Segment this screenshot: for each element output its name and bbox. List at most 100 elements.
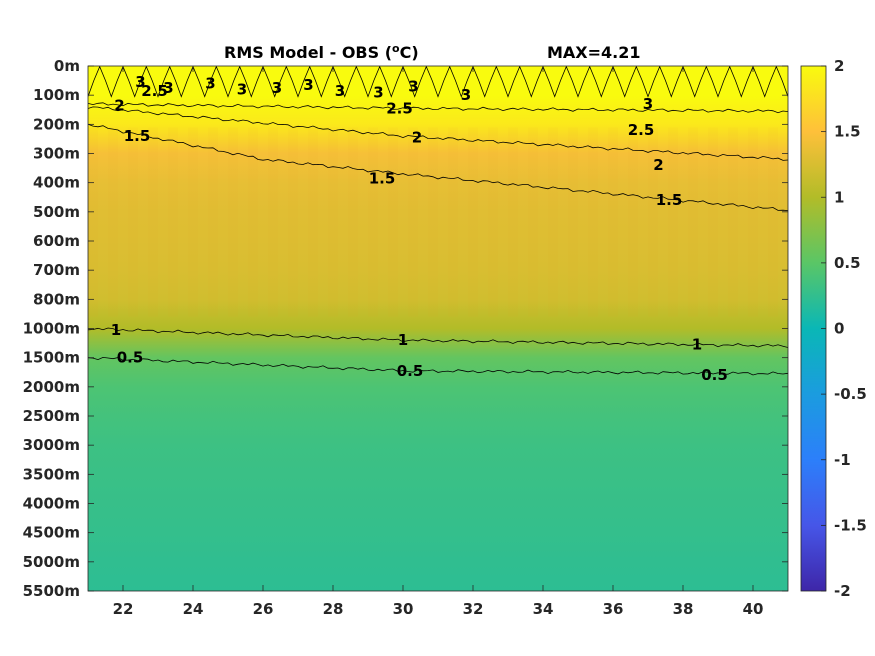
colorbar-tick-label: 0.5 [834, 254, 861, 272]
y-axis: 0m 100m 200m 300m 400m 500m 600m 700m 800m 1000m 1… [23, 57, 788, 600]
colorbar-tick-label: 1 [834, 188, 844, 206]
contour-label: 0.5 [701, 366, 728, 384]
field-stripe [168, 127, 178, 317]
contour-line-2 [88, 106, 788, 161]
field-stripe [488, 127, 498, 317]
colorbar: 2 1.5 1 0.5 0 -0.5 -1 -1.5 -2 [800, 57, 867, 600]
field-stripe [288, 127, 298, 317]
y-tick-label: 700m [33, 261, 80, 279]
contour-line-1 [88, 327, 788, 348]
x-tick-label: 38 [673, 600, 694, 618]
contour-label: 3 [461, 86, 471, 104]
field-stripe [148, 127, 158, 317]
field-stripe [648, 127, 658, 317]
y-tick-label: 200m [33, 115, 80, 133]
colorbar-ticks: 2 1.5 1 0.5 0 -0.5 -1 -1.5 -2 [821, 57, 867, 600]
contour-lines [88, 66, 788, 376]
contour-label: 2 [412, 128, 422, 146]
field-stripe [408, 127, 418, 317]
contour-label: 0.5 [397, 362, 424, 380]
field-stripe [328, 127, 338, 317]
field-stripe [768, 127, 778, 317]
y-tick-label: 4000m [23, 495, 80, 513]
field-stripe [628, 127, 638, 317]
colorbar-tick-label: -0.5 [834, 385, 867, 403]
contour-label: 3 [237, 80, 247, 98]
field-stripe [428, 127, 438, 317]
y-tick-label: 500m [33, 203, 80, 221]
contour-label: 0.5 [117, 349, 144, 367]
contour-label: 1.5 [124, 127, 151, 145]
field-stripe [108, 127, 118, 317]
contour-label: 3 [408, 77, 418, 95]
field-stripe [448, 127, 458, 317]
field-stripe [248, 127, 258, 317]
contour-label: 2 [653, 156, 663, 174]
chart-title-unit-sup: o [392, 42, 400, 55]
colorbar-tick-label: 2 [834, 57, 844, 75]
contour-label: 1.5 [369, 169, 396, 187]
colorbar-tick-label: -1 [834, 451, 851, 469]
field-stripe [228, 127, 238, 317]
field-stripe [88, 127, 98, 317]
x-tick-label: 28 [323, 600, 344, 618]
contour-label: 3 [135, 73, 145, 91]
y-tick-label: 2000m [23, 378, 80, 396]
colorbar-tick-label: -2 [834, 582, 851, 600]
field-stripe [368, 127, 378, 317]
y-tick-label: 400m [33, 174, 80, 192]
x-tick-label: 36 [603, 600, 624, 618]
y-tick-label: 1000m [23, 320, 80, 338]
field-stripe [568, 127, 578, 317]
contour-label: 3 [272, 79, 282, 97]
contour-label: 1 [692, 336, 702, 354]
field-texture [88, 127, 778, 317]
field-stripe [748, 127, 758, 317]
y-tick-label: 2500m [23, 407, 80, 425]
field-stripe [188, 127, 198, 317]
y-tick-label: 800m [33, 290, 80, 308]
contour-line-1.5 [88, 123, 788, 211]
y-tick-label: 100m [33, 86, 80, 104]
x-tick-label: 32 [463, 600, 484, 618]
field-stripe [208, 127, 218, 317]
field-stripe [608, 127, 618, 317]
y-tick-label: 5500m [23, 582, 80, 600]
contour-line-2.5 [88, 102, 788, 114]
contour-label: 3 [373, 83, 383, 101]
y-tick-label: 3500m [23, 465, 80, 483]
field-stripe [728, 127, 738, 317]
y-tick-label: 600m [33, 232, 80, 250]
field-stripe [348, 127, 358, 317]
field-stripe [708, 127, 718, 317]
chart-title-main: RMS Model - OBS ( [224, 43, 392, 62]
field-stripe [528, 127, 538, 317]
contour-label: 2.5 [141, 82, 168, 100]
y-tick-label: 1500m [23, 349, 80, 367]
x-tick-label: 24 [183, 600, 204, 618]
contour-label: 3 [303, 76, 313, 94]
y-tick-label: 300m [33, 145, 80, 163]
field-stripe [128, 127, 138, 317]
contour-label: 3 [335, 82, 345, 100]
contour-label: 3 [205, 75, 215, 93]
contour-label: 2.5 [628, 121, 655, 139]
x-tick-label: 30 [393, 600, 414, 618]
field-stripe [468, 127, 478, 317]
field-stripe [548, 127, 558, 317]
x-tick-label: 26 [253, 600, 274, 618]
contour-label: 1.5 [656, 191, 683, 209]
chart-title-unit-end: C) [400, 43, 419, 62]
y-tick-label: 4500m [23, 524, 80, 542]
colorbar-tick-label: 1.5 [834, 123, 861, 141]
contour-label: 1 [398, 331, 408, 349]
chart-title: RMS Model - OBS (oC) [224, 42, 419, 62]
field-stripe [508, 127, 518, 317]
field-stripe [668, 127, 678, 317]
x-tick-label: 22 [113, 600, 134, 618]
field-stripe [308, 127, 318, 317]
field-stripe [388, 127, 398, 317]
